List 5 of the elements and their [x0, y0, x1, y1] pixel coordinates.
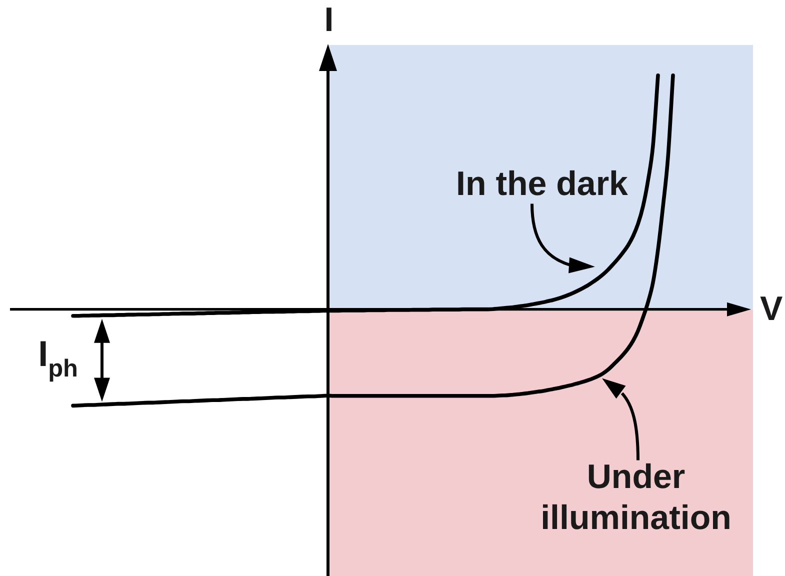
y-axis-title: I: [324, 1, 334, 39]
legend-label: Under illumination: [540, 457, 732, 539]
annotation: I$_{ph}$: [38, 333, 78, 383]
series-label: In the dark: [456, 164, 628, 205]
x-axis-title: V: [760, 290, 783, 328]
